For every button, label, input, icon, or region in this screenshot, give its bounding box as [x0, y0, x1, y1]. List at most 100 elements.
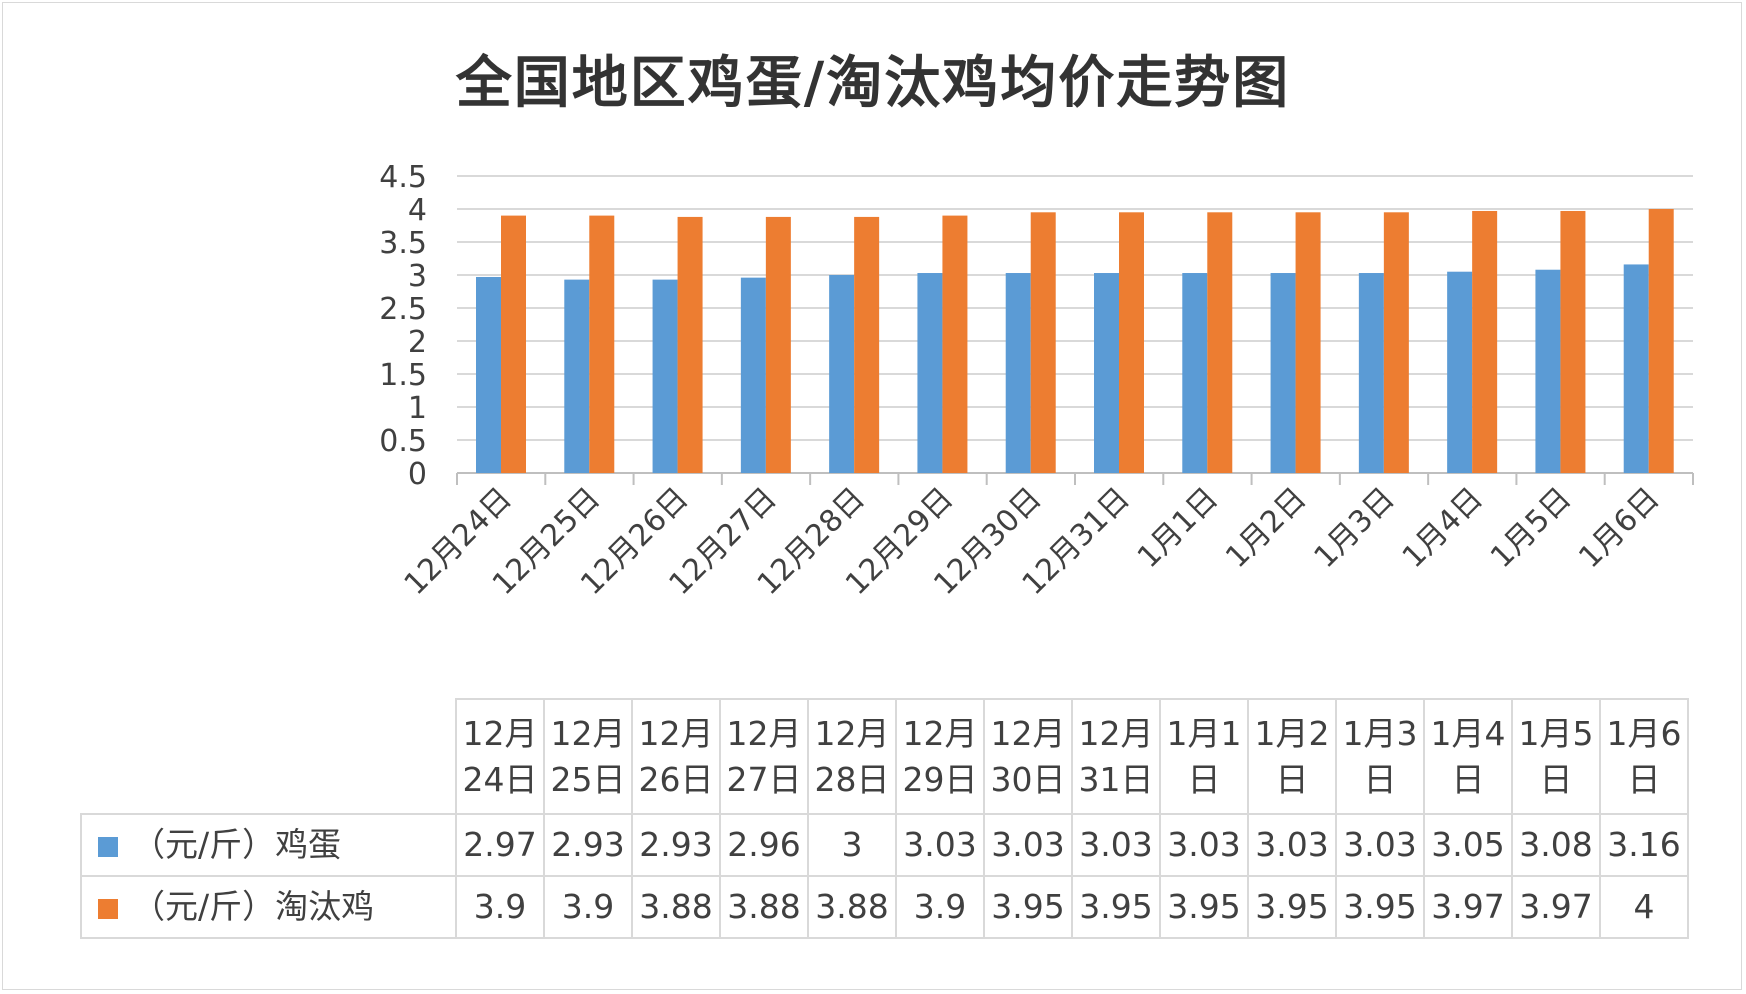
bar-egg [1005, 273, 1031, 473]
y-tick-label: 1.5 [379, 358, 427, 393]
header-line-1: 12月 [550, 713, 626, 753]
bar-egg [1623, 264, 1649, 473]
header-line-2: 29日 [902, 759, 978, 799]
y-tick-label: 4 [408, 193, 427, 228]
header-line-1: 1月2 [1254, 713, 1330, 753]
table-header-cell: 12月 31日 [1071, 698, 1161, 815]
bar-egg [829, 275, 855, 473]
table-cell: 3.95 [1159, 875, 1249, 939]
table-corner [81, 699, 457, 815]
table-cell: 3.97 [1511, 875, 1601, 939]
y-tick-label: 4.5 [379, 160, 427, 195]
table-header-cell: 1月6 日 [1599, 698, 1689, 815]
bar-culled-chicken [677, 216, 703, 474]
header-line-2: 日 [1539, 759, 1573, 799]
table-cell: 3.9 [455, 875, 545, 939]
table-cell: 3.03 [1247, 813, 1337, 877]
header-line-1: 12月 [902, 713, 978, 753]
bar-culled-chicken [1207, 212, 1233, 474]
table-cell: 2.97 [455, 813, 545, 877]
table-cell: 3.88 [631, 875, 721, 939]
table-header-cell: 12月 26日 [631, 698, 721, 815]
bar-culled-chicken [1119, 212, 1144, 474]
header-line-2: 27日 [726, 759, 802, 799]
table-cell: 3.95 [1071, 875, 1161, 939]
table-cell: 3.9 [543, 875, 633, 939]
bar-culled-chicken [765, 216, 791, 474]
header-line-1: 12月 [726, 713, 802, 753]
bar-culled-chicken [1295, 212, 1321, 474]
header-line-2: 31日 [1078, 759, 1154, 799]
header-line-1: 1月1 [1166, 713, 1242, 753]
header-line-1: 1月4 [1430, 713, 1506, 753]
header-line-1: 1月6 [1606, 713, 1682, 753]
bar-egg [917, 273, 943, 473]
bar-culled-chicken [942, 215, 968, 473]
table-row: （元/斤）淘汰鸡 3.9 3.9 3.88 3.88 3.88 3.9 3.95 3.95 3.9… [80, 875, 1689, 939]
y-tick-label: 2 [408, 325, 427, 360]
y-tick-label: 3 [408, 259, 427, 294]
table-header-cell: 12月 29日 [895, 698, 985, 815]
table-cell: 3.88 [807, 875, 897, 939]
bar-culled-chicken [1560, 210, 1586, 474]
x-tick-label: 1月1日 [1131, 481, 1225, 575]
y-tick-label: 0.5 [379, 424, 427, 459]
series-name: （元/斤）淘汰鸡 [132, 887, 375, 926]
bar-egg [1094, 273, 1119, 473]
table-cell: 3.95 [983, 875, 1073, 939]
table-cell: 3.88 [719, 875, 809, 939]
bar-egg [1182, 273, 1208, 473]
x-tick-label: 1月3日 [1307, 481, 1401, 575]
bar-egg [1535, 269, 1561, 473]
table-row: （元/斤）鸡蛋 2.97 2.93 2.93 2.96 3 3.03 3.03 3.03 3.03… [80, 813, 1689, 877]
y-tick-label: 1 [408, 391, 427, 426]
table-header-cell: 12月 24日 [455, 698, 545, 815]
series-name: （元/斤）鸡蛋 [132, 825, 342, 864]
bar-egg [1270, 273, 1296, 473]
table-header-cell: 1月1 日 [1159, 698, 1249, 815]
x-tick-label: 1月6日 [1572, 481, 1666, 575]
header-line-1: 1月3 [1342, 713, 1418, 753]
table-header-cell: 12月 30日 [983, 698, 1073, 815]
header-line-2: 日 [1187, 759, 1221, 799]
bar-culled-chicken [501, 215, 526, 473]
table-header-cell: 12月 27日 [719, 698, 809, 815]
bar-egg [1447, 271, 1473, 473]
table-cell: 3.03 [895, 813, 985, 877]
x-tick-label: 1月5日 [1484, 481, 1578, 575]
legend-key-icon [98, 898, 118, 919]
header-line-1: 12月 [462, 713, 538, 753]
table-cell: 3.03 [1335, 813, 1425, 877]
series-label: （元/斤）鸡蛋 [80, 813, 457, 877]
table-header-cell: 1月2 日 [1247, 698, 1337, 815]
table-header-cell: 12月 28日 [807, 698, 897, 815]
bar-egg [564, 279, 590, 473]
x-tick-label: 1月4日 [1396, 481, 1490, 575]
table-cell: 3.95 [1247, 875, 1337, 939]
y-tick-label: 0 [408, 457, 427, 492]
table-cell: 3.97 [1423, 875, 1513, 939]
table-header-cell: 1月5 日 [1511, 698, 1601, 815]
bar-culled-chicken [854, 216, 880, 474]
table-header-cell: 1月3 日 [1335, 698, 1425, 815]
table-cell: 3.05 [1423, 813, 1513, 877]
bar-egg [1358, 273, 1384, 473]
header-line-2: 日 [1451, 759, 1485, 799]
bar-culled-chicken [1030, 212, 1056, 474]
header-line-2: 24日 [462, 759, 538, 799]
y-tick-label: 3.5 [379, 226, 427, 261]
header-line-1: 12月 [638, 713, 714, 753]
bar-culled-chicken [589, 215, 615, 473]
header-line-2: 28日 [814, 759, 890, 799]
bar-egg [476, 276, 501, 473]
bar-culled-chicken [1383, 212, 1409, 474]
table-cell: 3.03 [1071, 813, 1161, 877]
header-line-2: 日 [1627, 759, 1661, 799]
header-line-2: 30日 [990, 759, 1066, 799]
header-line-1: 12月 [1078, 713, 1154, 753]
chart-title: 全国地区鸡蛋/淘汰鸡均价走势图 [455, 51, 1291, 116]
table-cell: 3.95 [1335, 875, 1425, 939]
table-cell: 3.03 [983, 813, 1073, 877]
